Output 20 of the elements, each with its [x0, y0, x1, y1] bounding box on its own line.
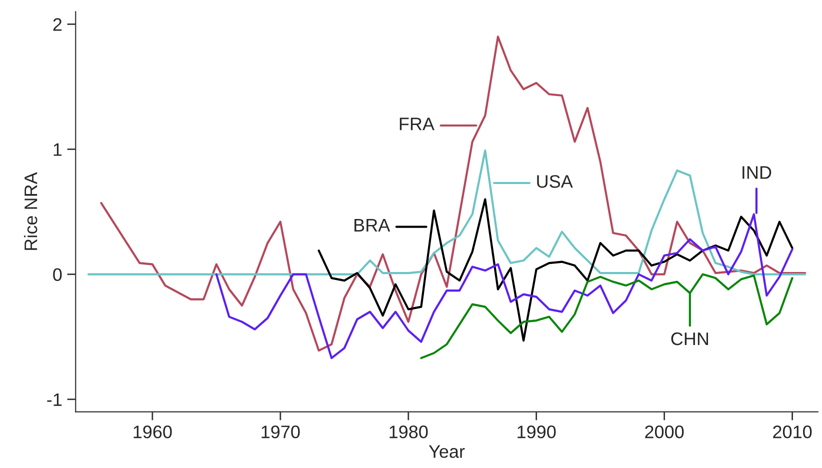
y-tick-label: 0: [53, 268, 62, 282]
x-tick-label: 1990: [518, 426, 556, 438]
y-tick-label: 2: [53, 18, 62, 31]
annotation: IND: [742, 166, 772, 179]
line-series: [420, 273, 794, 360]
x-tick-label: 1980: [390, 426, 428, 438]
annotation: USA: [537, 175, 573, 188]
x-tick-label: 2000: [645, 426, 684, 438]
x-axis-title: Year: [428, 445, 465, 458]
annotation: FRA: [400, 118, 434, 130]
x-tick-label: 2010: [773, 426, 812, 438]
x-tick-label: 1970: [262, 426, 300, 438]
y-tick-label: 1: [54, 143, 62, 156]
y-axis-title: Rice NRA: [24, 172, 38, 250]
annotation: BRA: [354, 219, 390, 232]
line-series: [87, 149, 806, 276]
annotation: CHN: [671, 332, 708, 346]
x-tick-label: 1960: [134, 426, 172, 438]
y-tick-label: -1: [47, 393, 62, 406]
line-series: [100, 36, 806, 352]
